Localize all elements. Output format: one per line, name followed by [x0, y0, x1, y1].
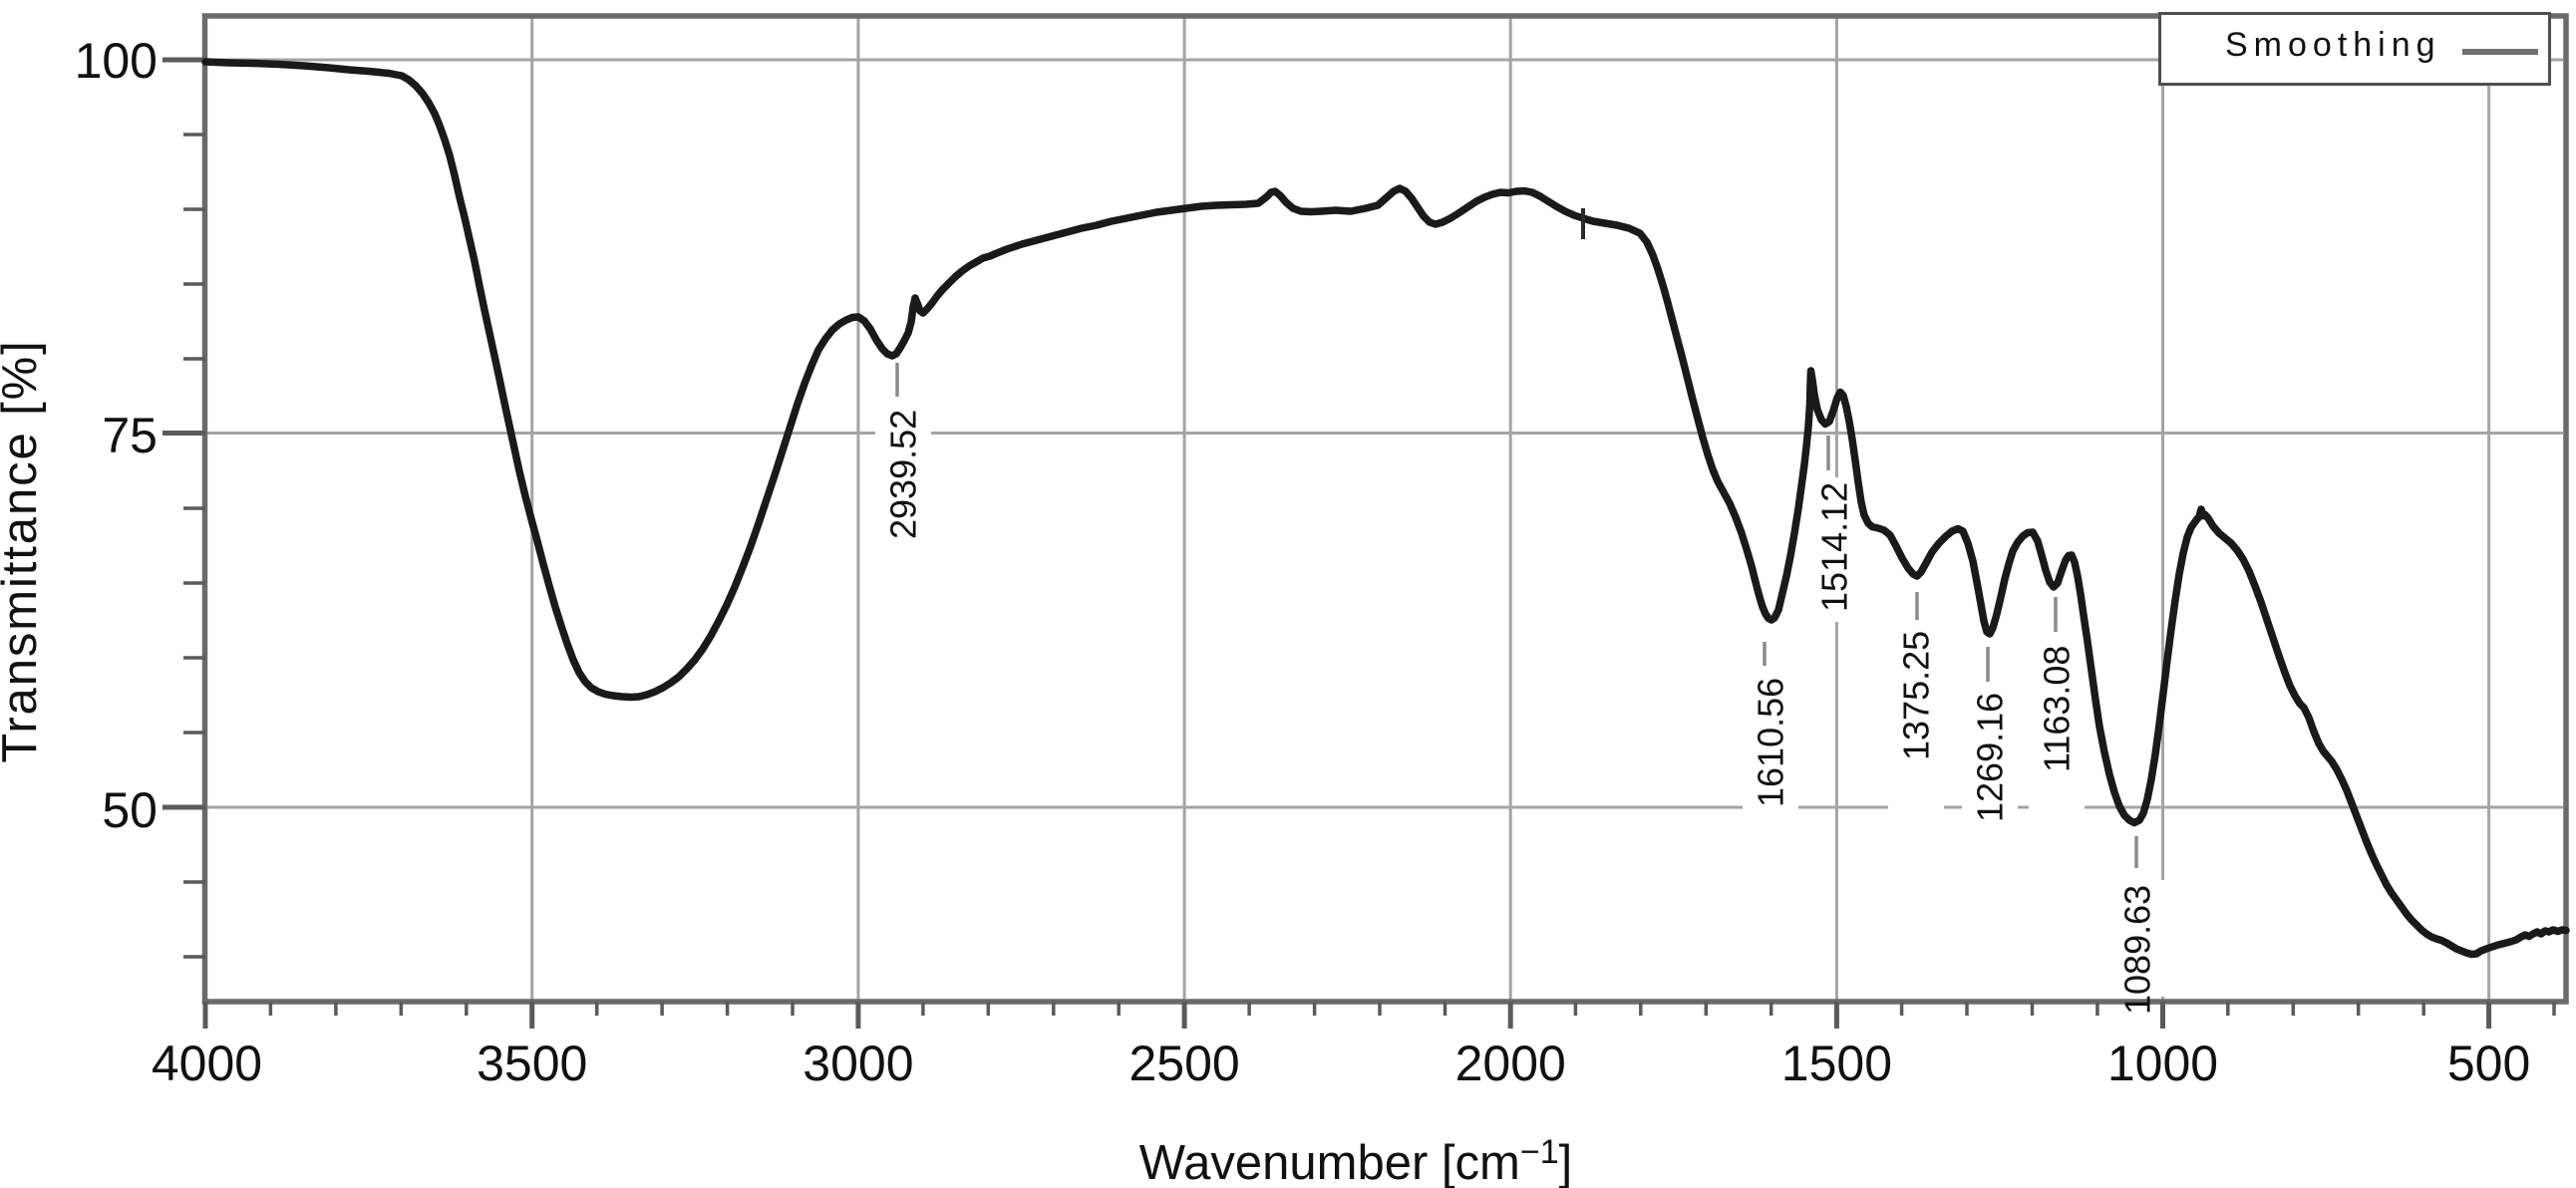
svg-text:1500: 1500 — [1781, 1036, 1892, 1091]
svg-text:3500: 3500 — [477, 1036, 587, 1091]
svg-text:1000: 1000 — [2107, 1036, 2218, 1091]
svg-text:1089.63: 1089.63 — [2117, 885, 2158, 1015]
svg-text:2000: 2000 — [1455, 1036, 1566, 1091]
svg-text:50: 50 — [102, 782, 158, 838]
svg-text:100: 100 — [75, 33, 158, 89]
svg-text:3000: 3000 — [803, 1036, 913, 1091]
svg-text:4000: 4000 — [152, 1036, 262, 1091]
svg-text:75: 75 — [102, 408, 158, 463]
svg-text:Smoothing: Smoothing — [2225, 26, 2441, 64]
svg-text:Transmittance [%]: Transmittance [%] — [0, 339, 47, 762]
svg-text:2939.52: 2939.52 — [883, 410, 924, 539]
svg-text:1375.25: 1375.25 — [1896, 631, 1937, 760]
svg-text:500: 500 — [2447, 1036, 2530, 1091]
svg-text:1610.56: 1610.56 — [1751, 678, 1791, 807]
svg-text:1514.12: 1514.12 — [1814, 482, 1855, 612]
svg-text:2500: 2500 — [1128, 1036, 1239, 1091]
svg-text:1269.16: 1269.16 — [1970, 693, 2011, 822]
svg-text:Wavenumber [cm−1]: Wavenumber [cm−1] — [1139, 1133, 1573, 1188]
svg-text:1163.08: 1163.08 — [2037, 646, 2078, 772]
